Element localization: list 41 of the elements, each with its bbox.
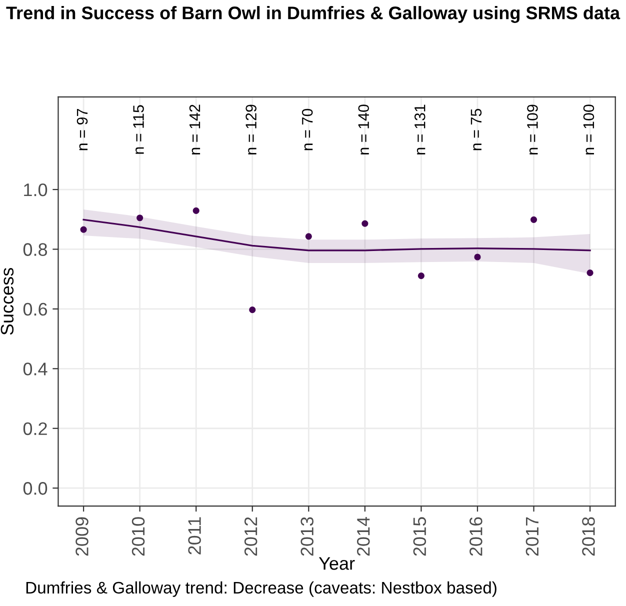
annotation: n = 142 [189,104,200,154]
x-tick-label: 2009 [76,517,88,556]
x-axis-title: Year [318,557,355,570]
x-tick-label: 2011 [188,517,201,554]
y-axis-title: Success [0,268,14,335]
x-tick-label: 2016 [470,517,482,556]
y-tick-label: 0.2 [23,422,47,436]
x-tick-label: 2017 [526,517,539,556]
annotation: n = 100 [583,104,594,154]
point [249,306,256,314]
line-series [82,218,591,252]
point [474,254,481,260]
point [362,220,368,227]
annotation: n = 75 [470,108,482,150]
y-tick-label: 0.6 [23,302,48,316]
annotation: n = 115 [133,105,144,154]
annotation: n = 109 [527,104,538,154]
point [80,226,87,233]
x-tick-label: 2013 [300,517,314,556]
x-tick-label: 2014 [356,516,370,556]
annotation: n = 97 [76,109,88,150]
y-tick-label: 0.0 [23,482,48,495]
annotation: n = 70 [302,108,313,150]
text: Dumfries & Galloway trend: Decrease (caveats: Nestbox based) [26,581,496,597]
point [136,214,144,222]
y-tick-label: 0.4 [23,362,48,376]
y-tick-label: 1.0 [24,183,48,196]
point [418,272,424,280]
annotation: n = 140 [358,104,370,154]
point [305,233,312,240]
chart-title: Trend in Success of Barn Owl in Dumfries & Galloway using SRMS data [6,6,620,23]
point [530,216,538,223]
x-tick-label: 2012 [244,517,258,556]
x-tick-label: 2018 [582,517,595,556]
x-tick-label: 2010 [132,517,145,556]
annotation: n = 131 [414,104,426,154]
y-tick-label: 0.8 [23,243,48,256]
point [586,270,594,276]
point [192,207,200,214]
x-tick-label: 2015 [413,517,426,556]
annotation: n = 129 [246,104,256,154]
